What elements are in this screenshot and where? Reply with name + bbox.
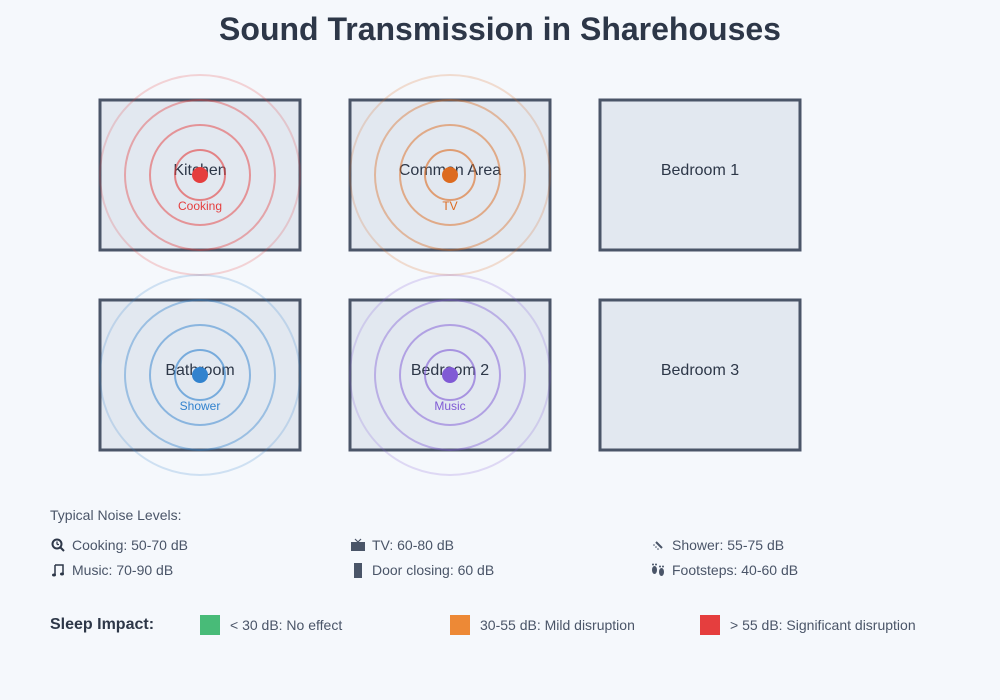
sound-source-shower: Shower: [99, 274, 301, 476]
source-label: TV: [442, 199, 457, 213]
noise-item-label: Shower: 55-75 dB: [672, 537, 785, 553]
shower-icon: [650, 537, 666, 553]
noise-item-label: TV: 60-80 dB: [372, 537, 454, 553]
sound-source-music: Music: [349, 274, 551, 476]
floor-plan-diagram: Sound Transmission in Sharehouses Kitche…: [98, 11, 802, 476]
footsteps-icon: [650, 562, 666, 578]
red-swatch-icon: [700, 615, 720, 635]
sound-dot-icon: [442, 367, 458, 383]
sleep-impact-significant: > 55 dB: Significant disruption: [700, 615, 916, 635]
sound-dot-icon: [192, 367, 208, 383]
source-label: Shower: [180, 399, 221, 413]
green-swatch-icon: [200, 615, 220, 635]
room-label: Bedroom 1: [661, 162, 739, 179]
noise-item-tv: TV: 60-80 dB: [350, 537, 454, 553]
door-icon: [350, 562, 366, 578]
sound-dot-icon: [192, 167, 208, 183]
sleep-impact-label: > 55 dB: Significant disruption: [730, 617, 916, 633]
sleep-impact-heading: Sleep Impact:: [50, 616, 155, 633]
noise-item-label: Cooking: 50-70 dB: [72, 537, 188, 553]
noise-item-music: Music: 70-90 dB: [50, 562, 173, 578]
sound-dot-icon: [442, 167, 458, 183]
sleep-impact-label: < 30 dB: No effect: [230, 617, 343, 633]
noise-item-label: Footsteps: 40-60 dB: [672, 562, 799, 578]
room-bedroom-1: Bedroom 1: [598, 98, 802, 252]
noise-item-footsteps: Footsteps: 40-60 dB: [650, 562, 798, 578]
noise-item-label: Music: 70-90 dB: [72, 562, 174, 578]
sleep-impact-no-effect: < 30 dB: No effect: [200, 615, 342, 635]
cooking-icon: [50, 537, 66, 553]
sound-source-tv: TV: [349, 74, 551, 276]
sleep-impact-label: 30-55 dB: Mild disruption: [480, 617, 635, 633]
noise-legend-heading: Typical Noise Levels:: [50, 507, 182, 523]
noise-item-label: Door closing: 60 dB: [372, 562, 495, 578]
sound-source-cooking: Cooking: [99, 74, 301, 276]
sleep-impact-mild: 30-55 dB: Mild disruption: [450, 615, 635, 635]
page-title: Sound Transmission in Sharehouses: [219, 11, 781, 47]
source-label: Cooking: [178, 199, 222, 213]
noise-item-shower: Shower: 55-75 dB: [650, 537, 784, 553]
source-label: Music: [434, 399, 465, 413]
music-icon: [50, 562, 66, 578]
room-label: Bedroom 3: [661, 362, 739, 379]
room-bedroom-3: Bedroom 3: [598, 298, 802, 452]
tv-icon: [350, 537, 366, 553]
orange-swatch-icon: [450, 615, 470, 635]
noise-item-door: Door closing: 60 dB: [350, 562, 494, 578]
noise-item-cooking: Cooking: 50-70 dB: [50, 537, 188, 553]
